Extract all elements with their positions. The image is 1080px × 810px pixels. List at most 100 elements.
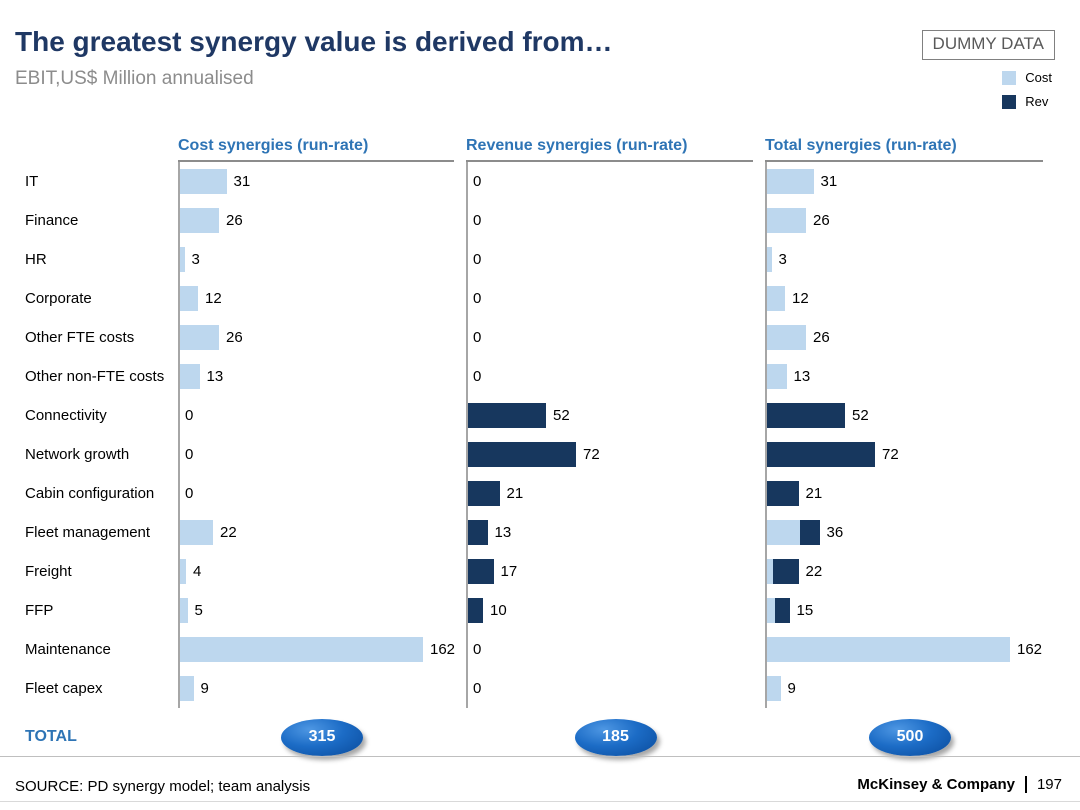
source-text: SOURCE: PD synergy model; team analysis [15,778,311,795]
page-subtitle: EBIT,US$ Million annualised [15,68,254,89]
dummy-data-badge: DUMMY DATA [921,30,1055,60]
category-label: Fleet capex [25,680,103,697]
bar-segment-cost [767,637,1010,662]
bar-value: 13 [494,524,512,541]
bar-cell: 0 [178,396,466,435]
bar-cell: 12 [178,279,466,318]
bar-value: 0 [473,251,482,268]
bar-value: 72 [583,446,600,463]
bar-value: 9 [787,680,796,697]
bar-value: 52 [852,407,869,424]
legend-label-cost: Cost [1025,70,1052,85]
bar-value: 9 [200,680,209,697]
bar-value: 10 [490,602,507,619]
bar-cell: 72 [765,435,1055,474]
chart-row: Freight 4 17 22 [25,552,1055,591]
category-label: Finance [25,212,79,229]
bar-cell: 15 [765,591,1055,630]
legend-label-rev: Rev [1025,94,1049,109]
bar [767,481,799,506]
bar-value: 36 [826,524,844,541]
bar-value: 15 [796,602,814,619]
rev-legend-swatch [1002,94,1017,109]
chart-rows: IT 31 0 31 Finance 26 0 26 HR 3 0 3 Corporate 12 0 12 Ot… [25,162,1055,708]
bar-value: 162 [1017,641,1043,658]
bar-segment-cost [180,520,213,545]
bar [180,598,188,623]
bar [468,403,546,428]
legend-item-cost: Cost [1002,70,1052,85]
bar-segment-cost [180,325,219,350]
bar [180,520,213,545]
bar [767,247,772,272]
bar-segment-cost [180,676,194,701]
bar [180,208,219,233]
bar-cell: 0 [466,630,765,669]
chart-row: Other non-FTE costs 13 0 13 [25,357,1055,396]
bar-segment-cost [180,598,188,623]
bar-segment-cost [767,598,775,623]
bar-segment-rev [468,481,500,506]
bar-cell: 162 [765,630,1055,669]
bar-segment-rev [468,442,576,467]
bar-value: 22 [220,524,237,541]
bar [180,637,423,662]
bar-segment-cost [767,286,785,311]
chart-headers: Cost synergies (run-rate) Revenue synerg… [25,126,1055,162]
bar [767,442,875,467]
bar-segment-cost [180,247,185,272]
bar-value: 52 [553,407,570,424]
bar-segment-cost [767,325,806,350]
category-label: Connectivity [25,407,107,424]
bar [180,676,194,701]
bar-segment-cost [180,637,423,662]
cost-legend-swatch [1002,70,1017,85]
bar-cell: 3 [178,240,466,279]
bar [767,520,820,545]
bar-value: 4 [193,563,202,580]
column-header-cost: Cost synergies (run-rate) [178,137,454,162]
page-title: The greatest synergy value is derived fr… [15,26,613,57]
bar-segment-rev [767,442,875,467]
bar-value: 17 [500,563,518,580]
bar-segment-cost [180,559,186,584]
bar-segment-rev [800,520,820,545]
bar-value: 31 [233,173,251,190]
legend: Cost Rev [1002,70,1052,109]
bar-segment-cost [767,247,772,272]
category-label: Other non-FTE costs [25,368,165,385]
bar-value: 0 [473,290,482,307]
total-oval-cell-cost: 315 [178,718,466,756]
bar-cell: 26 [765,318,1055,357]
bar-segment-rev [774,598,790,623]
bar-segment-cost [767,364,787,389]
bar-cell: 22 [765,552,1055,591]
bar-value: 31 [820,173,838,190]
footer-right: McKinsey & Company 197 [857,776,1062,793]
category-label: Fleet management [25,524,151,541]
total-oval-cost: 315 [281,718,363,756]
bar-segment-rev [773,559,799,584]
chart-row: Finance 26 0 26 [25,201,1055,240]
bar-cell: 0 [466,669,765,708]
bar [767,286,785,311]
bar [767,208,806,233]
bar-segment-cost [180,169,227,194]
page-number: 197 [1036,776,1062,793]
bar-value: 0 [185,407,194,424]
chart-row: Fleet management 22 13 36 [25,513,1055,552]
bar-cell: 52 [466,396,765,435]
bar-cell: 0 [178,474,466,513]
chart-row: HR 3 0 3 [25,240,1055,279]
bar-segment-cost [767,520,800,545]
bar-value: 0 [473,173,482,190]
bar-cell: 0 [466,357,765,396]
bar-value: 5 [194,602,203,619]
total-row: TOTAL 315 185 500 [25,716,1055,758]
bar-segment-rev [767,481,799,506]
chart-row: Corporate 12 0 12 [25,279,1055,318]
chart-row: Network growth 0 72 72 [25,435,1055,474]
bar-value: 0 [185,446,194,463]
bar-value: 0 [473,368,482,385]
bar [468,520,488,545]
